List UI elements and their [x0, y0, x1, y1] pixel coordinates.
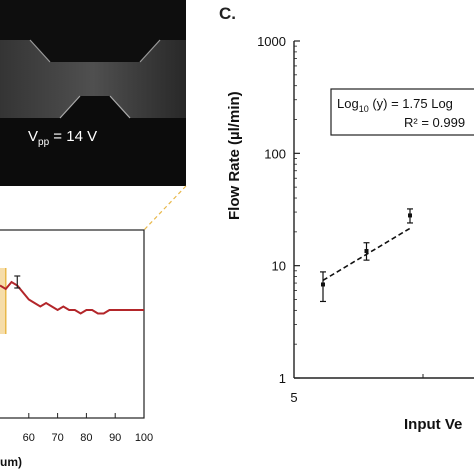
equation-suffix: (y) = 1.75 Log [369, 96, 453, 111]
x-tick-label: 80 [80, 432, 92, 444]
micrograph-drawing [0, 0, 186, 186]
x-tick-label: 70 [51, 432, 63, 444]
y-tick-label: 100 [264, 146, 286, 161]
vpp-main: V [28, 128, 39, 145]
vpp-sub: pp [38, 137, 50, 148]
data-point [321, 282, 325, 287]
x-tick-label: 100 [135, 432, 153, 444]
y-tick-label: 1000 [257, 34, 286, 49]
y-tick-label: 10 [272, 259, 286, 274]
series-line [0, 280, 144, 315]
panel-c-label: C. [219, 4, 236, 23]
plot-frame [0, 229, 145, 419]
data-point [364, 249, 369, 254]
y-tick-label: 1 [279, 371, 286, 386]
vpp-value: = 14 V [49, 128, 98, 145]
highlight-band [0, 268, 6, 334]
vpp-label: Vpp = 14 V [28, 128, 97, 148]
equation-subscript: 10 [359, 104, 369, 114]
equation-prefix: Log [337, 96, 359, 111]
micrograph-image: Vpp = 14 V [0, 0, 186, 186]
x-tick-label: 5 [290, 390, 297, 405]
x-tick-label: 90 [109, 432, 121, 444]
left-x-axis-label: um) [0, 455, 22, 469]
equation-line-1: Log10 (y) = 1.75 Log [337, 96, 453, 114]
equation-box [330, 88, 474, 136]
x-tick-label: 60 [23, 432, 35, 444]
x-axis-label: Input Ve [404, 416, 463, 433]
equation-line-2: R² = 0.999 [404, 115, 465, 130]
data-point [408, 213, 412, 218]
y-axis-label: Flow Rate (µl/min) [226, 91, 243, 220]
